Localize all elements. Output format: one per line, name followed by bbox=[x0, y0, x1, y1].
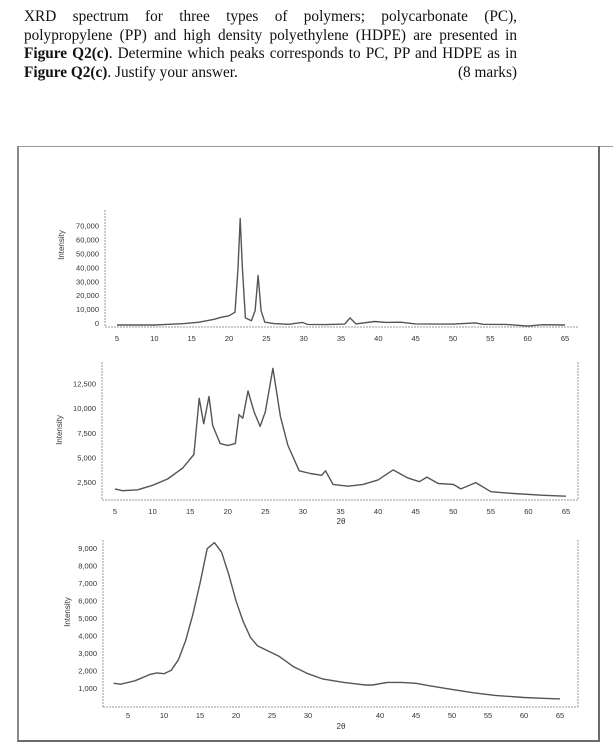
y-tick-label: 60,000 bbox=[76, 236, 99, 245]
x-tick-label: 40 bbox=[376, 711, 384, 720]
y-axis-label: Intensity bbox=[63, 597, 72, 627]
x-tick-label: 5 bbox=[115, 334, 119, 343]
xrd-chart-3: 5 10 15 20 25 30 40 45 50 55 60 65 1,000 2,000 3,000 4,… bbox=[63, 540, 579, 731]
x-tick-label: 10 bbox=[150, 334, 158, 343]
y-tick-label: 20,000 bbox=[76, 291, 99, 300]
y-tick-label: 10,000 bbox=[73, 404, 96, 413]
x-tick-label: 25 bbox=[268, 711, 276, 720]
xrd-trace bbox=[117, 217, 566, 327]
xrd-trace bbox=[114, 367, 567, 497]
y-axis-label: Intensity bbox=[57, 230, 66, 260]
y-tick-label: 7,500 bbox=[77, 429, 96, 438]
figure-ref: Figure Q2(c) bbox=[24, 45, 109, 63]
y-tick-label: 10,000 bbox=[76, 305, 99, 314]
x-tick-label: 30 bbox=[299, 507, 307, 516]
x-tick-label: 5 bbox=[113, 507, 117, 516]
figure-ref: Figure Q2(c) bbox=[24, 63, 108, 81]
x-tick-label: 60 bbox=[523, 334, 531, 343]
y-tick-label: 9,000 bbox=[78, 544, 97, 553]
x-axis-label: 2θ bbox=[337, 517, 346, 526]
y-tick-label: 3,000 bbox=[78, 649, 97, 658]
x-tick-label: 20 bbox=[232, 711, 240, 720]
question-text: XRD spectrum for three types of polymers… bbox=[24, 8, 517, 82]
x-tick-label: 25 bbox=[262, 334, 270, 343]
y-tick-label: 2,000 bbox=[78, 667, 97, 676]
y-tick-label: 6,000 bbox=[78, 597, 97, 606]
question-line-4: Figure Q2(c). Justify your answer. (8 mar… bbox=[24, 63, 517, 81]
x-tick-label: 10 bbox=[148, 507, 156, 516]
y-tick-label: 70,000 bbox=[76, 222, 99, 231]
x-tick-label: 15 bbox=[186, 507, 194, 516]
x-tick-label: 40 bbox=[374, 507, 382, 516]
x-tick-label: 60 bbox=[520, 711, 528, 720]
figure-frame bbox=[17, 146, 600, 742]
question-line-3: Figure Q2(c). Determine which peaks corr… bbox=[24, 45, 517, 63]
x-tick-label: 55 bbox=[484, 711, 492, 720]
x-tick-label: 50 bbox=[449, 334, 457, 343]
x-tick-label: 20 bbox=[224, 507, 232, 516]
y-axis-label: Intensity bbox=[55, 415, 64, 445]
y-tick-label: 5,000 bbox=[77, 453, 96, 462]
figure-top-rule bbox=[17, 146, 613, 147]
x-tick-label: 45 bbox=[411, 334, 419, 343]
y-tick-label: 40,000 bbox=[76, 263, 99, 272]
y-tick-label: 4,000 bbox=[78, 632, 97, 641]
x-tick-label: 25 bbox=[261, 507, 269, 516]
x-tick-label: 45 bbox=[412, 711, 420, 720]
x-tick-label: 65 bbox=[561, 334, 569, 343]
x-tick-label: 15 bbox=[187, 334, 195, 343]
y-tick-label: 2,500 bbox=[77, 478, 96, 487]
x-tick-label: 65 bbox=[556, 711, 564, 720]
marks-label: (8 marks) bbox=[457, 63, 517, 81]
x-tick-label: 40 bbox=[374, 334, 382, 343]
x-tick-label: 15 bbox=[196, 711, 204, 720]
x-tick-label: 35 bbox=[337, 334, 345, 343]
y-tick-label: 7,000 bbox=[78, 579, 97, 588]
x-tick-label: 30 bbox=[299, 334, 307, 343]
x-tick-label: 20 bbox=[225, 334, 233, 343]
x-tick-label: 30 bbox=[304, 711, 312, 720]
x-axis-label: 2θ bbox=[337, 722, 346, 731]
y-tick-label: 8,000 bbox=[78, 562, 97, 571]
xrd-chart-2: 5 10 15 20 25 30 35 40 45 50 55 60 65 2,500 5,000 7,500… bbox=[55, 362, 579, 526]
xrd-chart-1: 5 10 15 20 25 30 35 40 45 50 55 60 65 0 10,000 20,000 30… bbox=[57, 210, 578, 343]
x-tick-label: 50 bbox=[449, 507, 457, 516]
x-tick-label: 65 bbox=[562, 507, 570, 516]
y-tick-label: 30,000 bbox=[76, 277, 99, 286]
x-tick-label: 50 bbox=[448, 711, 456, 720]
x-tick-label: 35 bbox=[336, 507, 344, 516]
question-line-1: XRD spectrum for three types of polymers… bbox=[24, 8, 517, 25]
xrd-trace bbox=[113, 541, 561, 700]
y-tick-label: 1,000 bbox=[78, 684, 97, 693]
x-tick-label: 45 bbox=[411, 507, 419, 516]
y-tick-label: 12,500 bbox=[73, 380, 96, 389]
y-tick-label: 0 bbox=[95, 319, 99, 328]
y-tick-label: 5,000 bbox=[78, 614, 97, 623]
x-tick-label: 60 bbox=[524, 507, 532, 516]
x-tick-label: 55 bbox=[487, 507, 495, 516]
x-tick-label: 10 bbox=[160, 711, 168, 720]
question-line-2: polypropylene (PP) and high density poly… bbox=[24, 26, 517, 44]
x-tick-label: 55 bbox=[486, 334, 494, 343]
y-tick-label: 50,000 bbox=[76, 250, 99, 259]
x-tick-label: 5 bbox=[126, 711, 130, 720]
